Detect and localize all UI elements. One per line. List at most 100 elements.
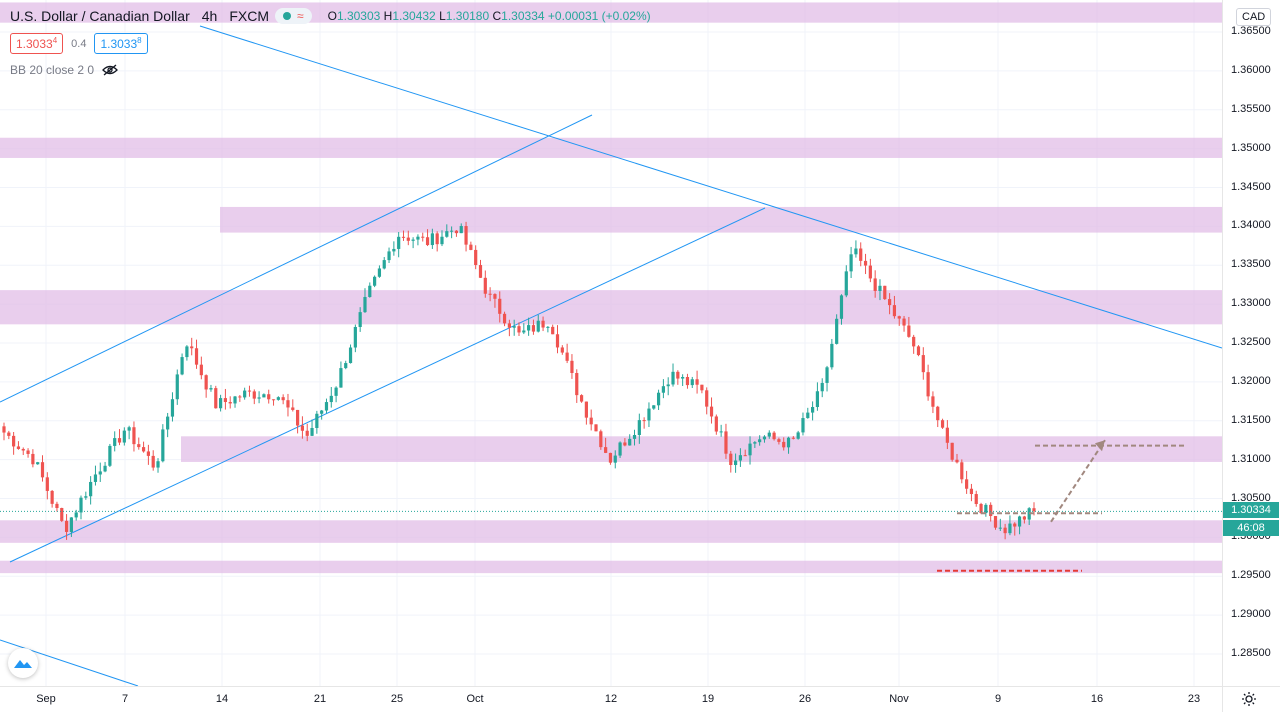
candle-body <box>276 397 280 400</box>
candle-body <box>170 399 175 417</box>
candle-body <box>690 379 694 386</box>
candle-body <box>1008 523 1012 534</box>
candle-body <box>729 453 733 466</box>
price-axis[interactable]: 1.36500 1.36000 1.35500 1.35000 1.34500 1.340… <box>1222 0 1280 686</box>
chart-canvas[interactable] <box>0 0 1223 687</box>
candle-body <box>786 437 791 448</box>
trend-line <box>0 639 139 687</box>
candle-body <box>647 408 651 421</box>
bar-countdown: 46:08 <box>1223 520 1279 536</box>
candle-body <box>40 462 45 478</box>
candle-body <box>137 444 141 448</box>
candle-body <box>363 296 367 313</box>
candle-body <box>719 431 723 433</box>
candle-body <box>373 276 377 286</box>
candle-body <box>878 285 882 291</box>
price-tick-label: 1.31500 <box>1231 413 1271 426</box>
candle-body <box>555 334 560 348</box>
time-tick-label: 14 <box>215 693 229 705</box>
symbol-name[interactable]: U.S. Dollar / Canadian Dollar <box>10 8 190 24</box>
candle-body <box>300 425 305 431</box>
buy-price-pip: 8 <box>137 36 142 45</box>
candle-body <box>344 363 348 369</box>
candle-body <box>897 316 901 319</box>
candle-body <box>531 325 536 332</box>
candle-body <box>55 503 59 509</box>
candle-body <box>425 237 430 246</box>
price-tick-label: 1.35000 <box>1231 141 1271 154</box>
candle-body <box>79 497 83 513</box>
candle-body <box>753 442 757 444</box>
candle-body <box>758 439 762 443</box>
currency-label[interactable]: CAD <box>1236 8 1272 26</box>
candle-body <box>445 231 449 237</box>
candle-body <box>835 318 839 344</box>
candle-body <box>98 471 102 475</box>
candle-body <box>637 420 641 436</box>
candle-body <box>478 265 483 278</box>
settings-gear-icon[interactable] <box>1241 691 1257 707</box>
candle-body <box>873 278 877 291</box>
candle-body <box>271 399 276 401</box>
candle-body <box>406 237 410 241</box>
trend-line <box>199 25 1223 349</box>
candle-body <box>570 360 574 374</box>
high-label: H <box>383 9 393 23</box>
price-chart[interactable] <box>0 0 1223 687</box>
candle-body <box>844 271 848 296</box>
high-value: 1.30432 <box>392 9 436 23</box>
candle-body <box>859 248 863 261</box>
candle-body <box>474 249 478 266</box>
candle-body <box>945 427 949 443</box>
candle-body <box>517 326 521 333</box>
candle-body <box>989 504 993 517</box>
candle-body <box>685 377 690 386</box>
buy-button[interactable]: 1.30338 <box>94 33 148 54</box>
candle-body <box>777 439 781 442</box>
candle-body <box>940 420 945 428</box>
candle-body <box>397 236 401 249</box>
close-label: C <box>492 9 502 23</box>
candle-body <box>166 416 170 430</box>
candle-body <box>440 236 444 245</box>
time-tick-label: Oct <box>466 693 484 705</box>
trade-buttons: 1.30334 0.4 1.30338 <box>10 33 148 54</box>
candle-body <box>493 294 497 299</box>
candle-body <box>984 504 988 514</box>
candle-body <box>608 452 613 463</box>
candle-body <box>228 402 232 404</box>
candle-body <box>464 226 468 245</box>
price-tick-label: 1.35500 <box>1231 102 1271 115</box>
candle-body <box>421 236 425 238</box>
tradingview-logo-icon[interactable] <box>8 648 38 678</box>
sell-price-pip: 4 <box>52 36 58 45</box>
candle-body <box>113 438 117 446</box>
price-tick-label: 1.33500 <box>1231 258 1271 271</box>
interval-label[interactable]: 4h <box>201 8 218 24</box>
indicator-legend[interactable]: BB 20 close 2 0 <box>10 63 118 77</box>
candle-body <box>1032 508 1036 512</box>
sell-button[interactable]: 1.30334 <box>10 33 64 54</box>
candle-body <box>127 427 131 431</box>
market-status-pill[interactable]: ≈ <box>275 8 312 24</box>
candle-body <box>161 429 165 462</box>
candle-body <box>724 431 728 454</box>
candle-body <box>806 412 810 419</box>
candle-body <box>993 516 998 528</box>
candle-body <box>12 435 16 447</box>
eye-hidden-icon[interactable] <box>102 64 118 76</box>
time-axis[interactable]: Sep 7 14 21 25 Oct 12 19 26 Nov 9 16 23 <box>0 686 1222 712</box>
candle-body <box>907 325 911 337</box>
candle-body <box>483 277 487 294</box>
candle-body <box>190 346 194 349</box>
close-value: 1.30334 <box>501 9 545 23</box>
candle-body <box>950 442 954 460</box>
candle-body <box>291 407 295 410</box>
candle-body <box>926 372 930 397</box>
candle-body <box>450 230 454 232</box>
market-open-dot-icon <box>283 12 291 20</box>
candle-body <box>969 488 974 495</box>
candle-body <box>916 346 921 356</box>
candle-body <box>377 268 382 277</box>
candle-body <box>21 448 25 451</box>
